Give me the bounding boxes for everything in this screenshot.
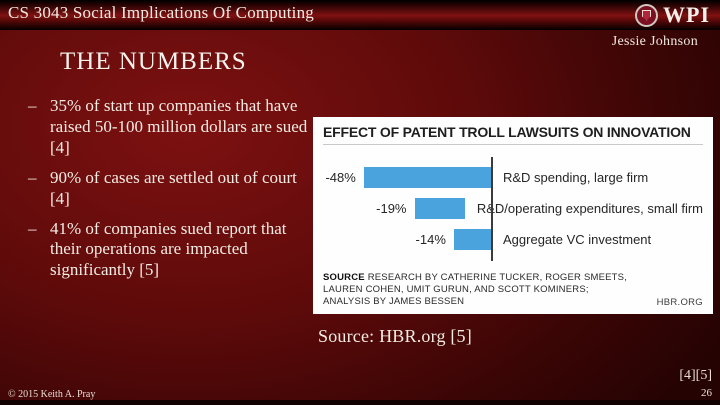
bar-zone: -14% (323, 228, 491, 250)
copyright: © 2015 Keith A. Pray (8, 389, 96, 400)
bullet-item: –41% of companies sued report that their… (28, 219, 320, 282)
chart-title: EFFECT OF PATENT TROLL LAWSUITS ON INNOV… (323, 124, 703, 145)
chart-row: -14% Aggregate VC investment (323, 224, 703, 254)
header-bar: CS 3043 Social Implications Of Computing… (0, 0, 720, 30)
chart-brand: HBR.ORG (656, 297, 703, 308)
bar-zone: -48% (323, 166, 491, 188)
wpi-logo-text: WPI (663, 2, 710, 27)
page-number: 26 (701, 387, 712, 399)
bottom-strip (0, 400, 720, 405)
course-title: CS 3043 Social Implications Of Computing (8, 3, 314, 22)
chart-row: -19% R&D/operating expenditures, small fi… (323, 193, 703, 223)
chart-axis-line (491, 157, 493, 261)
bar-category-label: R&D spending, large firm (503, 169, 649, 185)
bullet-item: –35% of start up companies that have rai… (28, 96, 320, 159)
bullet-text: 41% of companies sued report that their … (50, 218, 287, 280)
bullet-dash: – (28, 218, 37, 238)
chart-panel: EFFECT OF PATENT TROLL LAWSUITS ON INNOV… (313, 117, 713, 314)
wpi-shield-icon (642, 9, 651, 21)
bar (414, 197, 465, 219)
bullet-item: –90% of cases are settled out of court [… (28, 168, 320, 210)
reference-numbers: [4][5] (679, 368, 712, 383)
bar-value-label: -48% (325, 169, 356, 185)
bar-category-label: R&D/operating expenditures, small firm (476, 200, 703, 216)
author-name: Jessie Johnson (611, 34, 698, 49)
bullet-text: 35% of start up companies that have rais… (50, 96, 308, 157)
bar (453, 228, 491, 250)
chart-source-note: SOURCE RESEARCH BY CATHERINE TUCKER, ROG… (323, 272, 635, 308)
chart-row: -48% R&D spending, large firm (323, 162, 703, 192)
slide-source-caption: Source: HBR.org [5] (318, 326, 472, 346)
bar-zone: -19% (323, 197, 465, 219)
bullet-dash: – (28, 167, 37, 187)
chart-source-text: RESEARCH BY CATHERINE TUCKER, ROGER SMEE… (323, 272, 628, 308)
slide-title: THE NUMBERS (60, 48, 247, 75)
bar-value-label: -19% (376, 200, 407, 216)
bullet-dash: – (28, 96, 37, 115)
bullet-text: 90% of cases are settled out of court [4… (50, 167, 297, 208)
wpi-seal-icon (635, 3, 658, 27)
bar-value-label: -14% (415, 231, 446, 247)
chart-rows: -48% R&D spending, large firm -19% R&D/oper… (323, 157, 703, 261)
chart-source-label: SOURCE (323, 272, 365, 284)
bullet-list: –35% of start up companies that have rai… (28, 96, 320, 290)
bar (363, 166, 491, 188)
wpi-logo: WPI (635, 2, 710, 28)
bar-category-label: Aggregate VC investment (503, 231, 652, 247)
